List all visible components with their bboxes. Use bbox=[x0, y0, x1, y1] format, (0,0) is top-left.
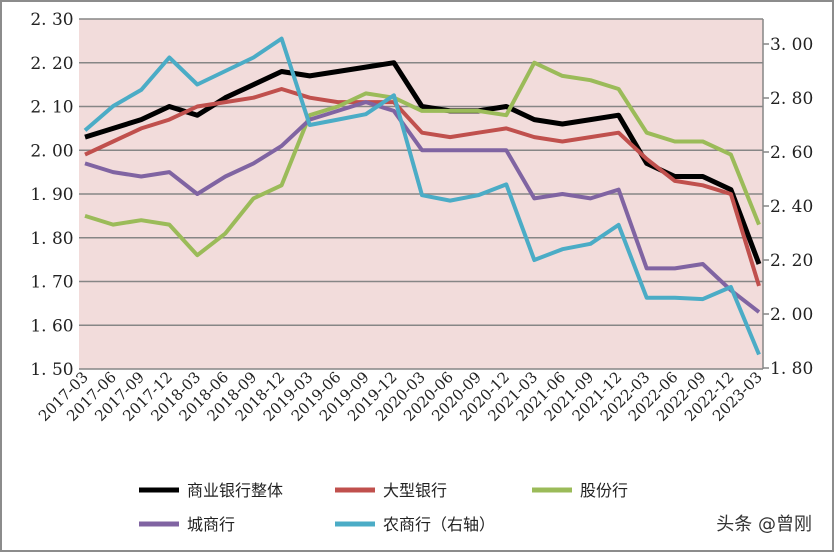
watermark: 头条 @曾刚 bbox=[716, 514, 812, 535]
right-tick-label: 2. 20 bbox=[770, 251, 813, 271]
series-line bbox=[83, 36, 761, 356]
legend-label: 农商行（右轴） bbox=[383, 515, 495, 534]
left-tick-label: 2. 10 bbox=[30, 98, 73, 118]
right-tick-label: 2. 80 bbox=[770, 89, 813, 109]
left-tick-label: 2. 20 bbox=[30, 54, 73, 74]
series-line bbox=[84, 60, 762, 265]
right-tick-label: 2. 00 bbox=[770, 305, 813, 325]
series-line bbox=[84, 100, 761, 314]
left-tick-label: 1. 90 bbox=[30, 185, 73, 205]
series-line bbox=[84, 60, 761, 258]
right-tick-label: 2. 60 bbox=[770, 143, 813, 163]
legend-label: 城商行 bbox=[187, 515, 235, 534]
left-tick-label: 1. 70 bbox=[30, 273, 73, 293]
left-tick-label: 1. 80 bbox=[30, 229, 73, 249]
legend-label: 股份行 bbox=[580, 481, 628, 500]
left-tick-label: 2. 30 bbox=[30, 10, 73, 30]
right-tick-label: 2. 40 bbox=[770, 197, 813, 217]
left-tick-label: 2. 00 bbox=[30, 141, 73, 161]
legend-label: 大型银行 bbox=[383, 481, 447, 500]
left-tick-label: 1. 50 bbox=[30, 360, 73, 380]
right-tick-label: 3. 00 bbox=[770, 35, 813, 55]
left-tick-label: 1. 60 bbox=[30, 316, 73, 336]
right-tick-label: 1. 80 bbox=[770, 359, 813, 379]
series-line bbox=[84, 87, 761, 287]
legend-label: 商业银行整体 bbox=[187, 481, 283, 500]
